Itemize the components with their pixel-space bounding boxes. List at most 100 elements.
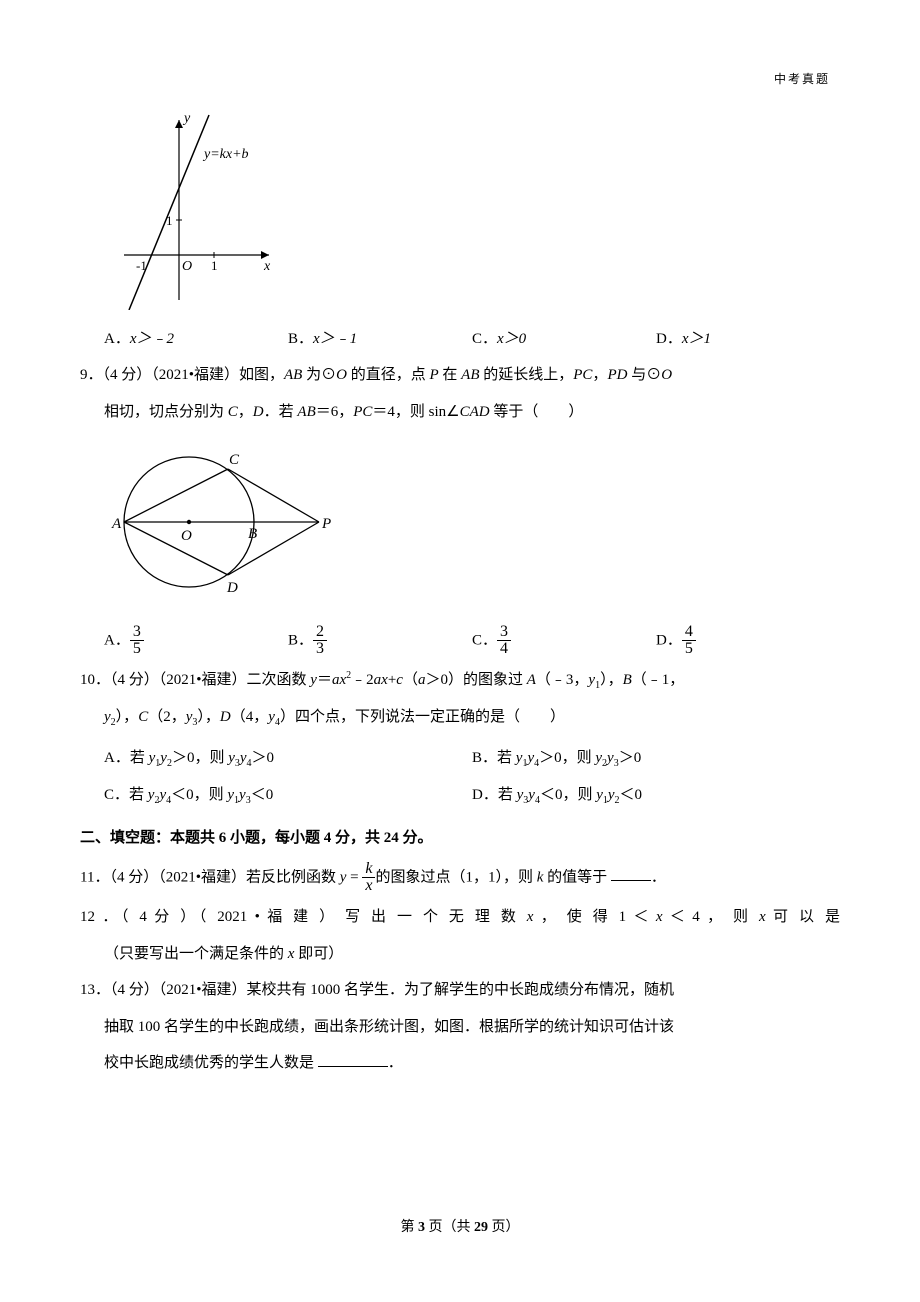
blank-field xyxy=(318,1052,388,1067)
t: PD xyxy=(607,367,627,383)
num: k xyxy=(362,861,375,879)
page-total: 29 xyxy=(474,1220,488,1235)
den: 3 xyxy=(313,641,327,658)
t: 11．（4 分）（2021•福建）若反比例函数 xyxy=(80,869,340,885)
t: ． xyxy=(651,869,666,885)
t: ， xyxy=(592,367,607,383)
t: ＜ 4 ， 则 xyxy=(663,909,759,925)
t: D．若 xyxy=(472,787,517,803)
q9-option-A: A．35 xyxy=(104,624,288,659)
t: C．若 xyxy=(104,787,148,803)
t: ax xyxy=(332,672,346,688)
x-tick-neg1: -1 xyxy=(136,258,147,273)
num: 2 xyxy=(313,624,327,642)
t: y xyxy=(228,750,235,766)
t: PC xyxy=(353,404,372,420)
t: PC xyxy=(573,367,592,383)
t: ＝6， xyxy=(316,404,354,420)
t: 即可） xyxy=(294,946,343,962)
fraction: 45 xyxy=(682,624,696,659)
t: x xyxy=(759,909,766,925)
q10-option-B: B．若 y1y4＞0，则 y2y3＞0 xyxy=(472,744,840,773)
q13-line1: 13．（4 分）（2021•福建）某校共有 1000 名学生．为了解学生的中长跑… xyxy=(80,976,840,1005)
t: ＞0，则 xyxy=(172,750,228,766)
opt-prefix: D． xyxy=(656,632,682,648)
t: 10．（4 分）（2021•福建）二次函数 xyxy=(80,672,310,688)
t: c xyxy=(396,672,403,688)
t: 与⊙ xyxy=(627,367,661,383)
opt-prefix: A． xyxy=(104,331,130,347)
lbl-B: B xyxy=(248,526,257,542)
t: 等于（ ） xyxy=(490,404,584,420)
t: 为⊙ xyxy=(302,367,336,383)
q8-option-A: A．x＞﹣2 xyxy=(104,325,288,354)
t: B xyxy=(623,672,632,688)
t: = xyxy=(346,869,362,885)
den: 5 xyxy=(130,641,144,658)
q10-option-D: D．若 y3y4＜0，则 y1y2＜0 xyxy=(472,781,840,810)
line-label: y=kx+b xyxy=(202,147,249,162)
origin-label: O xyxy=(182,259,192,274)
t: ）， xyxy=(600,672,623,688)
t: ．若 xyxy=(264,404,298,420)
t: B．若 xyxy=(472,750,516,766)
t: y xyxy=(608,787,615,803)
t: C xyxy=(228,404,238,420)
q9-line2: 相切，切点分别为 C，D．若 AB＝6，PC＝4，则 sin∠CAD 等于（ ） xyxy=(104,398,840,427)
den: x xyxy=(362,878,375,895)
den: 5 xyxy=(682,641,696,658)
page-content: y x O 1 1 -1 y=kx+b A．x＞﹣2 B．x＞﹣1 C．x＞0 … xyxy=(80,110,840,1078)
lbl-C: C xyxy=(229,452,240,468)
q12-line1: 12 ．（ 4 分 ）（ 2021 • 福 建 ） 写 出 一 个 无 理 数 … xyxy=(80,903,840,932)
t: 页（共 xyxy=(425,1220,474,1235)
lbl-D: D xyxy=(226,580,238,596)
t: ＞0 xyxy=(252,750,275,766)
section-2-heading: 二、填空题：本题共 6 小题，每小题 4 分，共 24 分。 xyxy=(80,824,840,853)
t: （4， xyxy=(231,709,269,725)
q11: 11．（4 分）（2021•福建）若反比例函数 y = kx的图象过点（1，1）… xyxy=(80,861,840,896)
blank-field xyxy=(611,866,651,881)
q8-option-B: B．x＞﹣1 xyxy=(288,325,472,354)
t: 校中长跑成绩优秀的学生人数是 xyxy=(104,1055,318,1071)
t: ax xyxy=(374,672,388,688)
q10-options: A．若 y1y2＞0，则 y3y4＞0 B．若 y1y4＞0，则 y2y3＞0 … xyxy=(104,740,840,814)
opt-prefix: C． xyxy=(472,331,497,347)
t: 第 xyxy=(401,1220,419,1235)
axis-y-label: y xyxy=(182,111,191,126)
t: 页） xyxy=(488,1220,520,1235)
q9-options: A．35 B．23 C．34 D．45 xyxy=(104,624,840,659)
t: D xyxy=(253,404,264,420)
t: A．若 xyxy=(104,750,149,766)
t: P xyxy=(429,367,438,383)
t: 相切，切点分别为 xyxy=(104,404,228,420)
t: y xyxy=(596,787,603,803)
t: C xyxy=(138,709,148,725)
q8-figure: y x O 1 1 -1 y=kx+b xyxy=(104,110,840,321)
fraction: kx xyxy=(362,861,375,896)
t: （只要写出一个满足条件的 xyxy=(104,946,288,962)
t: ＞0 xyxy=(619,750,642,766)
t: y xyxy=(160,750,167,766)
t: CAD xyxy=(460,404,490,420)
t: 12 ．（ 4 分 ）（ 2021 • 福 建 ） 写 出 一 个 无 理 数 xyxy=(80,909,527,925)
q9-option-B: B．23 xyxy=(288,624,472,659)
den: 4 xyxy=(497,641,511,658)
t: ﹣2 xyxy=(351,672,374,688)
q8-option-C: C．x＞0 xyxy=(472,325,656,354)
fraction: 34 xyxy=(497,624,511,659)
t: O xyxy=(336,367,347,383)
q10-option-A: A．若 y1y2＞0，则 y3y4＞0 xyxy=(104,744,472,773)
t: ＜0，则 xyxy=(171,787,227,803)
t: y xyxy=(104,709,111,725)
q9-option-D: D．45 xyxy=(656,624,840,659)
t: AB xyxy=(284,367,302,383)
opt-prefix: A． xyxy=(104,632,130,648)
t: ， xyxy=(238,404,253,420)
t: （ xyxy=(403,672,418,688)
t: A xyxy=(527,672,536,688)
opt-text: x＞﹣2 xyxy=(130,331,174,347)
t: （﹣1， xyxy=(632,672,685,688)
t: AB xyxy=(297,404,315,420)
q9-figure: A O B P C D xyxy=(104,434,840,620)
opt-text: x＞﹣1 xyxy=(313,331,357,347)
